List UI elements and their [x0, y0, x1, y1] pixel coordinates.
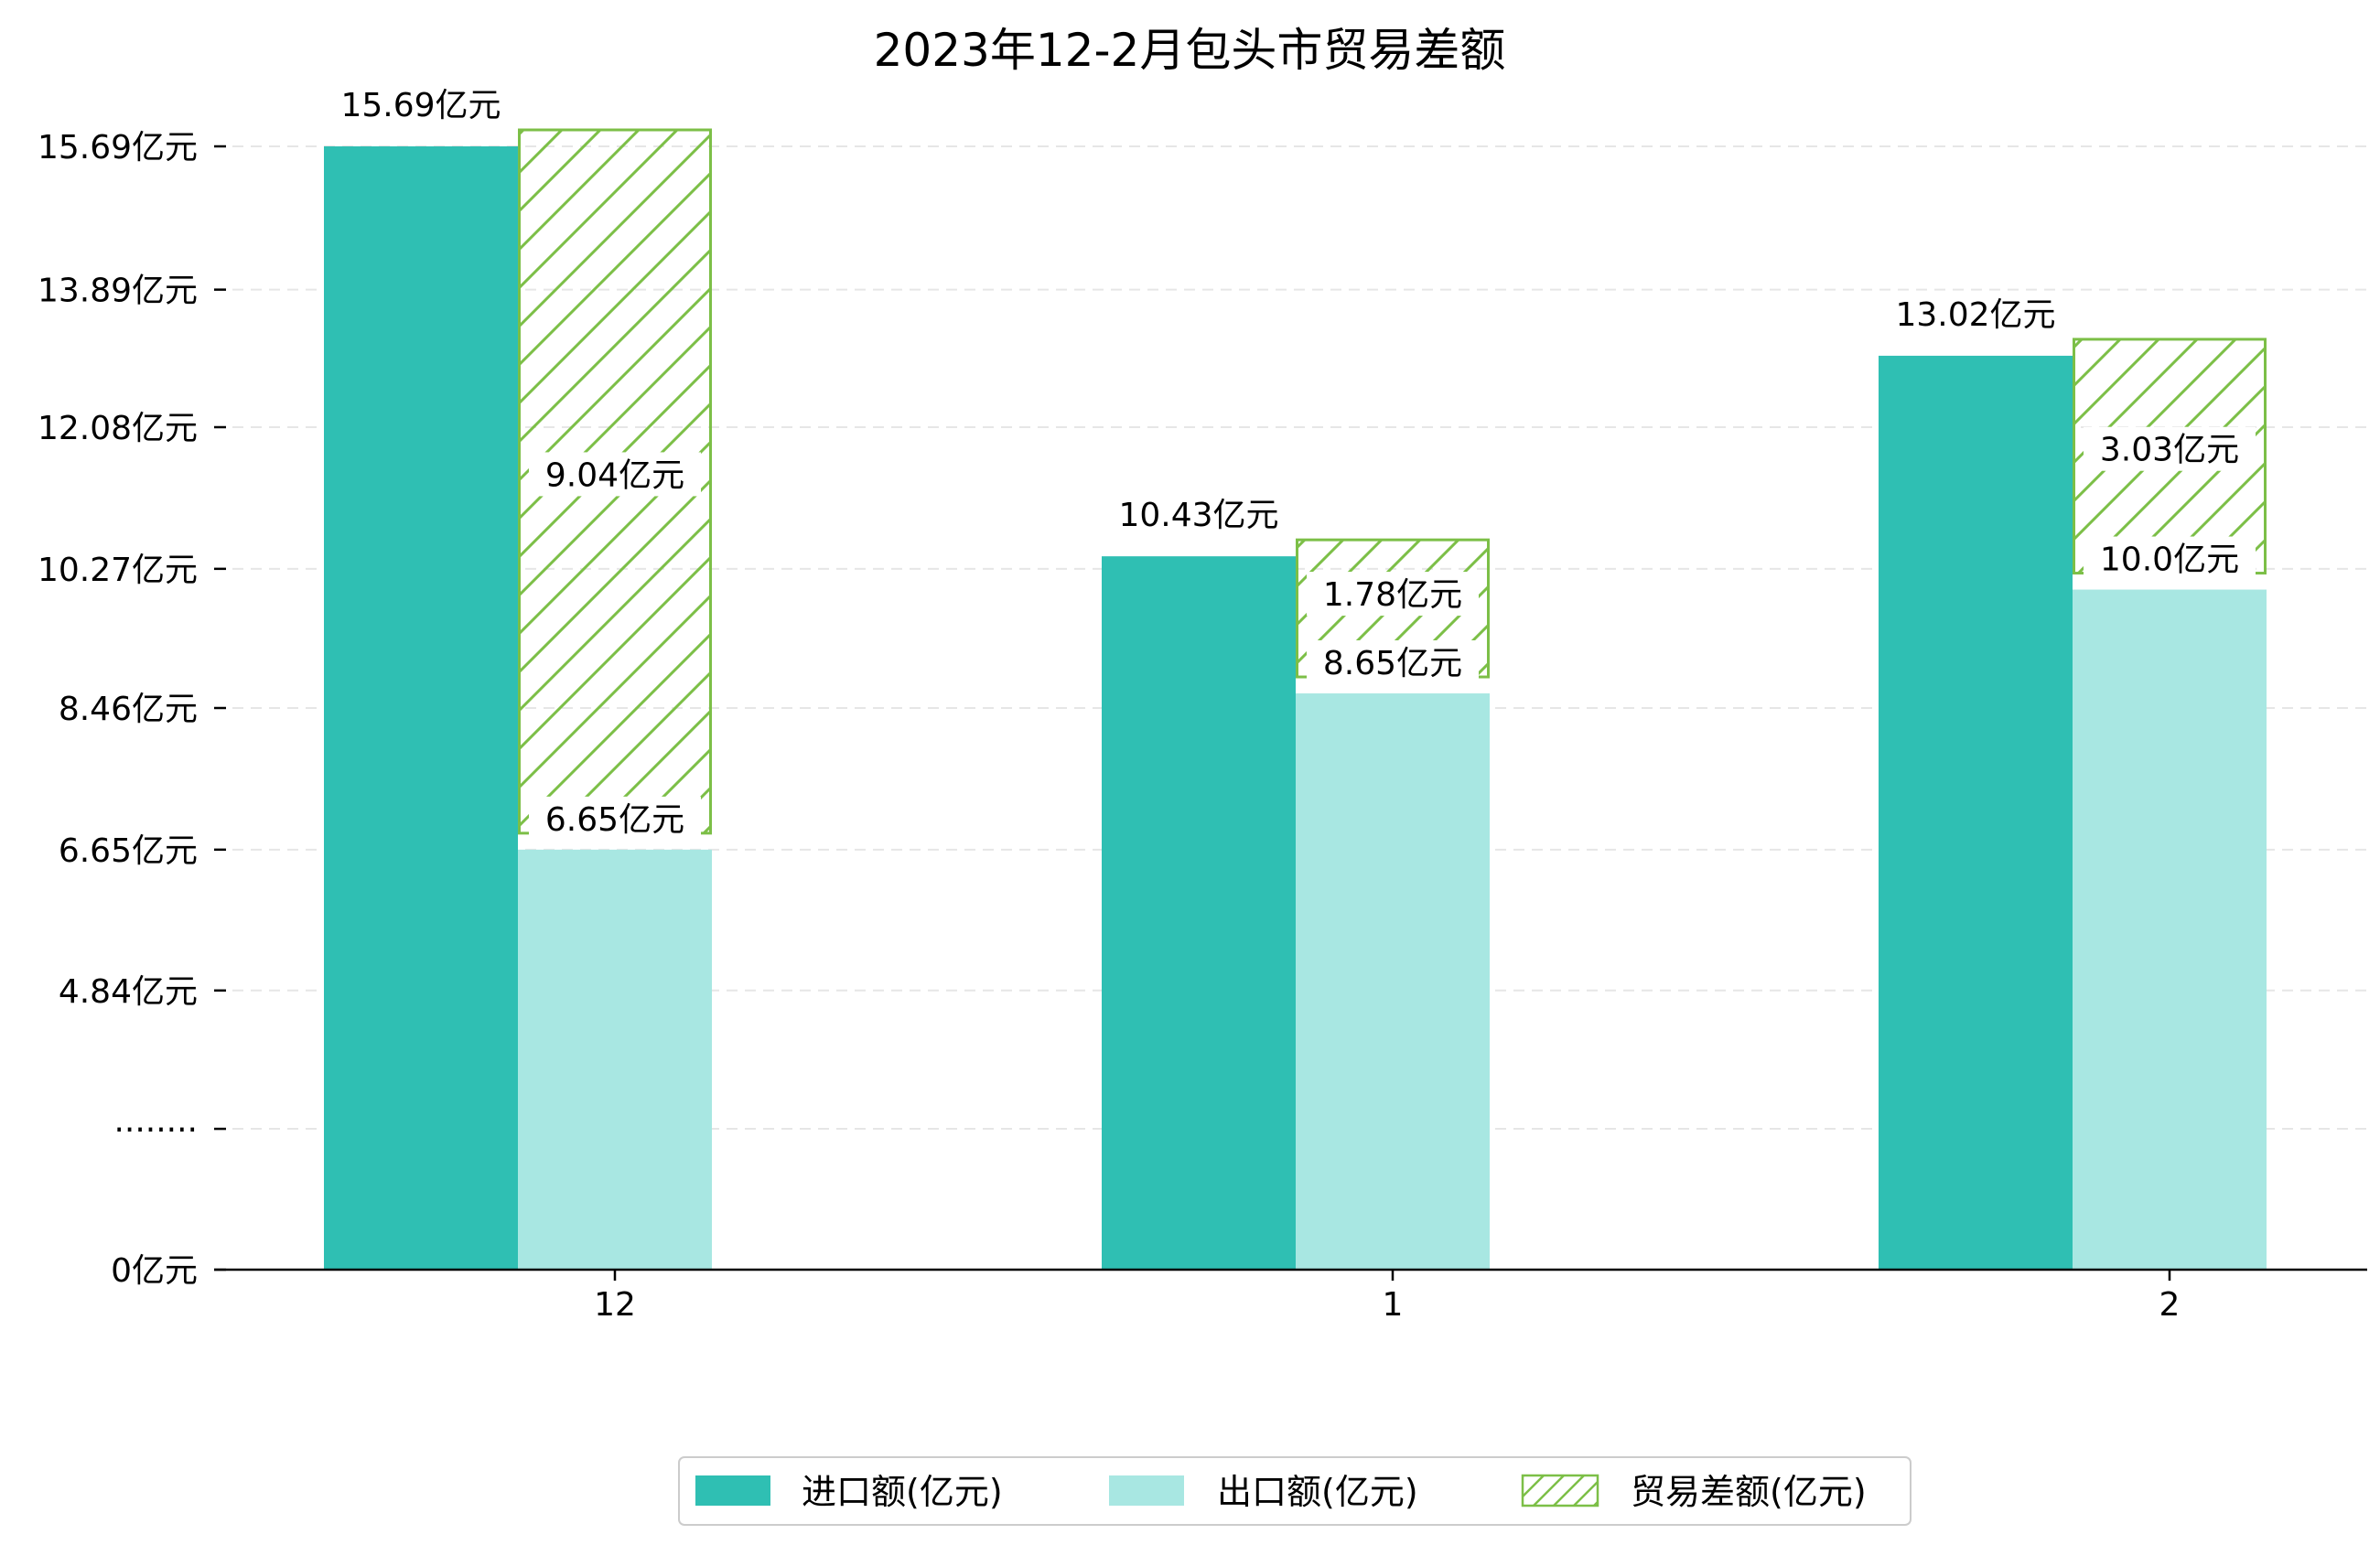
y-axis: 0亿元 ········ 4.84亿元 6.65亿元 8.46亿元 10.27亿元 12.0… [38, 129, 226, 1290]
legend-frame [678, 1456, 1912, 1526]
export-value-label: 8.65亿元 [1323, 645, 1462, 682]
export-value-label-bg [529, 796, 701, 841]
data-labels-group: 15.69亿元 6.65亿元 9.04亿元 10.43亿元 8.65亿元 1.78亿元 13… [340, 87, 2256, 841]
y-tick-label: 13.89亿元 [38, 273, 198, 310]
legend-label-export: 出口额(亿元) [1217, 1472, 1418, 1512]
import-value-label: 15.69亿元 [340, 87, 501, 124]
trade-balance-value-label-bg [529, 452, 701, 497]
export-bar [518, 849, 712, 1270]
legend-label-balance: 贸易差额(亿元) [1631, 1472, 1867, 1512]
y-tick-label: 8.46亿元 [59, 691, 198, 728]
trade-balance-value-label: 1.78亿元 [1323, 576, 1462, 614]
y-tick-label: 6.65亿元 [59, 832, 198, 870]
y-tick-label: 12.08亿元 [38, 410, 198, 447]
trade-balance-value-label-bg [1307, 572, 1479, 617]
trade-balance-value-label: 9.04亿元 [545, 456, 684, 494]
export-value-label: 6.65亿元 [545, 801, 684, 839]
export-bar [1296, 693, 1490, 1270]
y-tick-label: ········ [113, 1111, 198, 1149]
y-tick-label: 4.84亿元 [59, 973, 198, 1011]
legend: 进口额(亿元) 出口额(亿元) 贸易差额(亿元) [678, 1456, 1912, 1526]
import-bar [1879, 355, 2073, 1270]
x-tick-label: 2 [2159, 1286, 2181, 1324]
import-bar [324, 146, 518, 1270]
export-value-label-bg [2084, 536, 2256, 581]
chart-title: 2023年12-2月包头市贸易差额 [874, 24, 1506, 77]
import-value-label: 10.43亿元 [1118, 497, 1278, 534]
y-tick-label: 15.69亿元 [38, 129, 198, 166]
x-tick-label: 12 [594, 1286, 636, 1324]
import-value-label: 13.02亿元 [1895, 296, 2055, 334]
export-value-label-bg [1307, 640, 1479, 685]
y-tick-label: 10.27亿元 [38, 552, 198, 589]
import-bar [1102, 556, 1296, 1270]
legend-swatch-balance [1521, 1474, 1599, 1507]
x-axis: 12 1 2 [594, 1270, 2180, 1324]
trade-balance-value-label-bg [2084, 426, 2256, 471]
legend-swatch-import [695, 1475, 770, 1506]
y-tick-label: 0亿元 [111, 1252, 198, 1290]
legend-swatch-export [1109, 1475, 1184, 1506]
x-tick-label: 1 [1383, 1286, 1404, 1324]
trade-balance-value-label: 3.03亿元 [2100, 432, 2239, 469]
export-value-label: 10.0亿元 [2100, 542, 2239, 579]
legend-label-import: 进口额(亿元) [802, 1472, 1003, 1512]
export-bar [2073, 589, 2267, 1270]
